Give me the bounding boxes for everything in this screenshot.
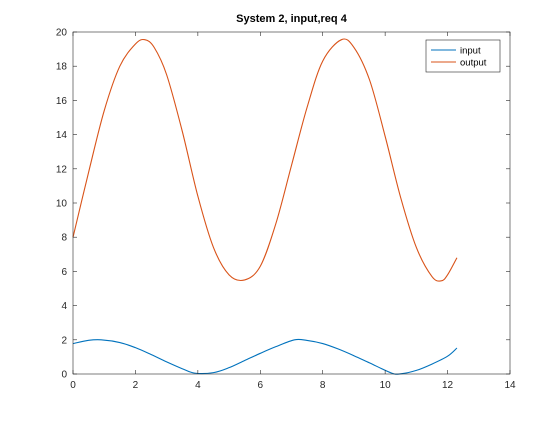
y-tick-label: 6 (61, 267, 67, 278)
y-tick-label: 16 (56, 96, 68, 107)
x-tick-label: 8 (320, 380, 326, 391)
y-tick-label: 18 (56, 62, 68, 73)
x-axis: 0 2 4 6 8 10 12 14 (70, 32, 516, 391)
legend-label: output (460, 57, 487, 68)
legend-box (425, 39, 501, 73)
x-tick-label: 6 (258, 380, 264, 391)
x-tick-label: 4 (195, 380, 201, 391)
y-tick-label: 10 (56, 199, 68, 210)
y-tick-label: 14 (56, 130, 68, 141)
y-tick-label: 20 (56, 28, 68, 39)
series-line-output (72, 38, 458, 282)
y-tick-label: 12 (56, 164, 68, 175)
x-tick-label: 10 (380, 380, 392, 391)
x-tick-label: 14 (504, 380, 516, 391)
x-tick-label: 12 (442, 380, 454, 391)
y-tick-label: 8 (61, 233, 67, 244)
legend-label: input (460, 45, 481, 56)
y-tick-label: 2 (61, 335, 67, 346)
chart-title: System 2, input,req 4 (236, 13, 348, 25)
y-tick-label: 4 (61, 301, 67, 312)
y-tick-label: 0 (61, 370, 67, 381)
plot-area (73, 32, 510, 374)
x-tick-label: 0 (70, 380, 76, 391)
y-axis: 0 2 4 6 8 10 12 14 16 18 20 (56, 28, 510, 381)
x-tick-label: 2 (133, 380, 139, 391)
